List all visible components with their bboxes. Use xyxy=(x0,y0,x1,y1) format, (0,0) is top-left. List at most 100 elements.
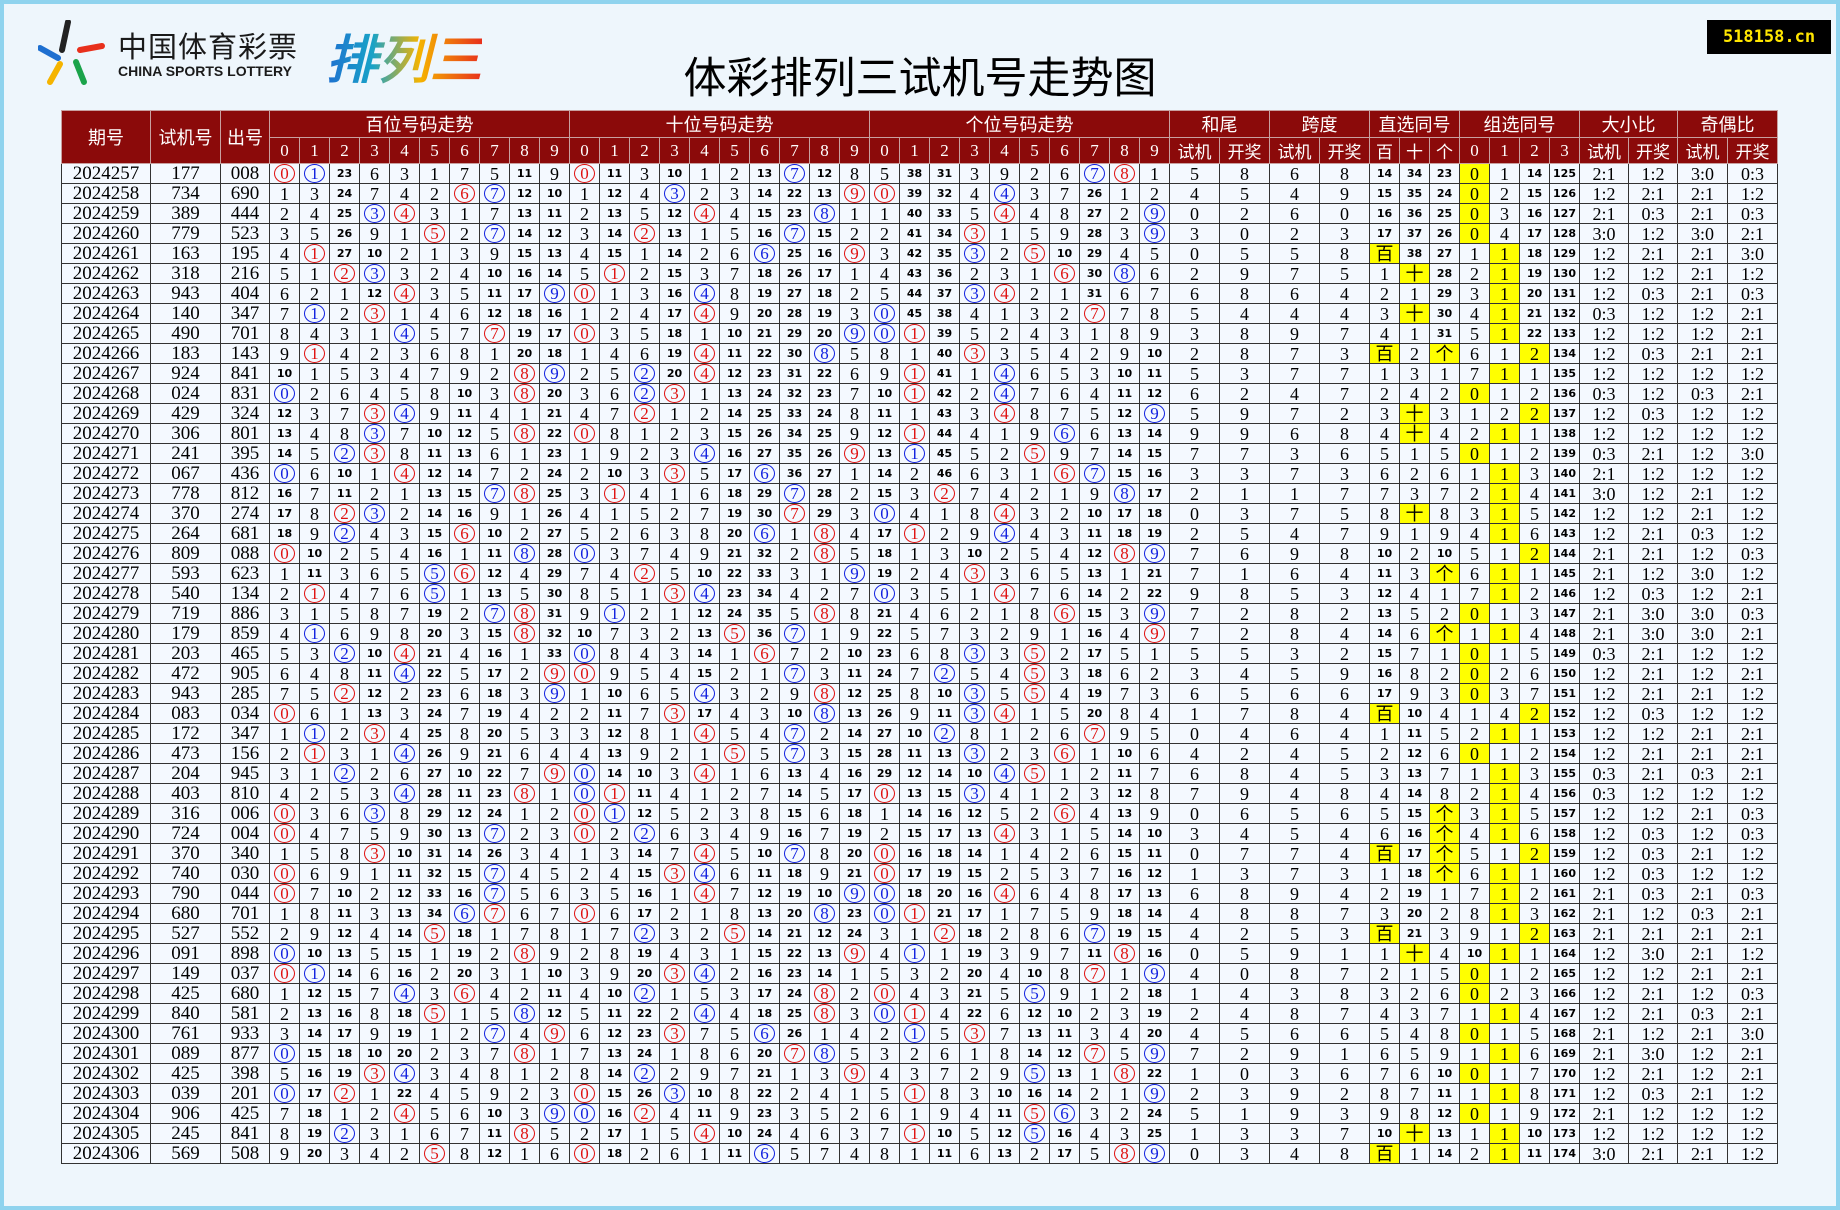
trial-digit-circle: 4 xyxy=(694,964,715,983)
trial-digit-circle: 0 xyxy=(574,784,595,803)
omission-cell: 42 xyxy=(929,383,960,404)
draw-digit-circle: 4 xyxy=(694,724,715,743)
omission-cell: 3 xyxy=(839,1123,870,1144)
omission-cell: 39 xyxy=(929,323,960,344)
omission-cell: 4 xyxy=(479,983,510,1004)
omission-cell: 3 xyxy=(539,823,570,844)
draw-odd-even: 1:2 xyxy=(1727,643,1778,664)
omission-cell: 9 xyxy=(269,343,300,364)
logo-english-text: CHINA SPORTS LOTTERY xyxy=(118,63,292,79)
omission-cell: 5 xyxy=(959,203,990,224)
omission-cell: 16 xyxy=(629,883,660,904)
group-omission: 2 xyxy=(1459,483,1490,504)
trial-digit-circle: 9 xyxy=(1144,1044,1165,1063)
group-omission: 4 xyxy=(1489,703,1520,724)
omission-cell: 11 xyxy=(359,663,390,684)
trial-number-cell: 906 xyxy=(150,1103,221,1124)
draw-big-small: 1:2 xyxy=(1628,963,1678,984)
omission-cell: 1 xyxy=(569,303,600,324)
direct-omission: 7 xyxy=(1399,1083,1430,1104)
trial-span: 5 xyxy=(1269,243,1320,264)
omission-cell: 6 xyxy=(329,623,360,644)
trial-odd-even: 1:2 xyxy=(1677,443,1728,464)
table-row: 2024265 490 701 8 4 3 1 4 5 7 7 19 17 0 3 5 18 1 10 21 29 20 9… xyxy=(61,323,1778,344)
group-omission: 1 xyxy=(1459,243,1490,264)
draw-big-small: 2:1 xyxy=(1628,443,1678,464)
trial-span: 9 xyxy=(1269,1103,1320,1124)
table-body: 2024257 177 008 0 1 23 6 3 1 7 5 11 9 0 11 3 10 1 2 13 7 12 8 5… xyxy=(61,163,1778,1164)
direct-omission: 16 xyxy=(1369,663,1400,684)
draw-big-small: 1:2 xyxy=(1628,163,1678,184)
omission-cell: 2 xyxy=(899,563,930,584)
trend-cell: 7 xyxy=(479,603,510,624)
omission-cell: 12 xyxy=(1139,863,1170,884)
draw-odd-even: 1:2 xyxy=(1727,683,1778,704)
direct-omission: 3 xyxy=(1429,923,1460,944)
omission-cell: 16 xyxy=(1109,863,1140,884)
trend-cell: 4 xyxy=(989,183,1020,204)
sub-trial: 试机 xyxy=(1269,137,1320,164)
omission-cell: 2 xyxy=(269,923,300,944)
omission-cell: 9 xyxy=(1109,723,1140,744)
trend-cell: 0 xyxy=(269,883,300,904)
trial-odd-even: 1:2 xyxy=(1677,403,1728,424)
omission-cell: 18 xyxy=(479,683,510,704)
draw-sum-tail: 0 xyxy=(1219,963,1270,984)
draw-span: 8 xyxy=(1319,423,1370,444)
omission-cell: 7 xyxy=(1079,443,1110,464)
omission-cell: 3 xyxy=(1049,323,1080,344)
trial-sum-tail: 6 xyxy=(1169,763,1220,784)
direct-omission: 2 xyxy=(1429,663,1460,684)
omission-cell: 1 xyxy=(1049,283,1080,304)
omission-cell: 2 xyxy=(539,1063,570,1084)
omission-cell: 8 xyxy=(389,623,420,644)
table-row: 2024282 472 905 6 4 8 11 4 22 5 17 2 9 0 9 5 4 15 2 1 7 3 11 24… xyxy=(61,663,1778,684)
group-match-count: 0 xyxy=(1459,643,1490,664)
trend-cell: 8 xyxy=(809,703,840,724)
omission-cell: 14 xyxy=(419,503,450,524)
omission-cell: 3 xyxy=(899,583,930,604)
table-row: 2024276 809 088 0 10 2 5 4 16 1 11 8 28 0 3 7 4 9 21 32 2 8 5 1… xyxy=(61,543,1778,564)
draw-digit-circle: 5 xyxy=(724,744,745,763)
sub-draw: 开奖 xyxy=(1628,137,1678,164)
omission-cell: 7 xyxy=(689,1023,720,1044)
omission-cell: 1 xyxy=(359,1083,390,1104)
omission-cell: 19 xyxy=(479,703,510,724)
omission-cell: 1 xyxy=(689,383,720,404)
trial-odd-even: 0:3 xyxy=(1677,903,1728,924)
trend-cell: 9 xyxy=(1139,403,1170,424)
group-omission: 153 xyxy=(1549,723,1580,744)
omission-cell: 1 xyxy=(809,623,840,644)
trial-big-small: 2:1 xyxy=(1579,923,1629,944)
trial-digit-circle: 9 xyxy=(1144,404,1165,423)
table-row: 2024273 778 812 16 7 11 2 1 13 15 7 8 25 3 1 4 1 6 18 29 7 28… xyxy=(61,483,1778,504)
trend-cell: 7 xyxy=(479,823,510,844)
omission-cell: 25 xyxy=(869,683,900,704)
draw-number-cell: 347 xyxy=(220,303,270,324)
omission-cell: 18 xyxy=(269,523,300,544)
omission-cell: 11 xyxy=(749,863,780,884)
omission-cell: 11 xyxy=(539,203,570,224)
group-omission: 4 xyxy=(1489,223,1520,244)
trend-cell: 6 xyxy=(749,1023,780,1044)
table-row: 2024306 569 508 9 20 3 4 2 5 8 12 1 6 0 18 2 6 1 11 6 5 7 4 8 1 1… xyxy=(61,1143,1778,1164)
omission-cell: 4 xyxy=(539,843,570,864)
omission-cell: 25 xyxy=(419,723,450,744)
trend-cell: 1 xyxy=(899,1083,930,1104)
trial-digit-circle: 3 xyxy=(364,504,385,523)
omission-cell: 1 xyxy=(959,583,990,604)
trial-span: 5 xyxy=(1269,823,1320,844)
draw-big-small: 1:2 xyxy=(1628,363,1678,384)
omission-cell: 23 xyxy=(629,1023,660,1044)
trend-cell: 0 xyxy=(869,983,900,1004)
trend-cell: 1 xyxy=(599,603,630,624)
omission-cell: 3 xyxy=(659,443,690,464)
omission-cell: 4 xyxy=(629,643,660,664)
trend-cell: 2 xyxy=(329,763,360,784)
omission-cell: 7 xyxy=(299,483,330,504)
trial-digit-circle: 7 xyxy=(1084,164,1105,183)
trial-digit-circle: 7 xyxy=(784,664,805,683)
omission-cell: 5 xyxy=(539,1123,570,1144)
omission-cell: 2 xyxy=(569,1123,600,1144)
direct-omission: 3 xyxy=(1369,403,1400,424)
